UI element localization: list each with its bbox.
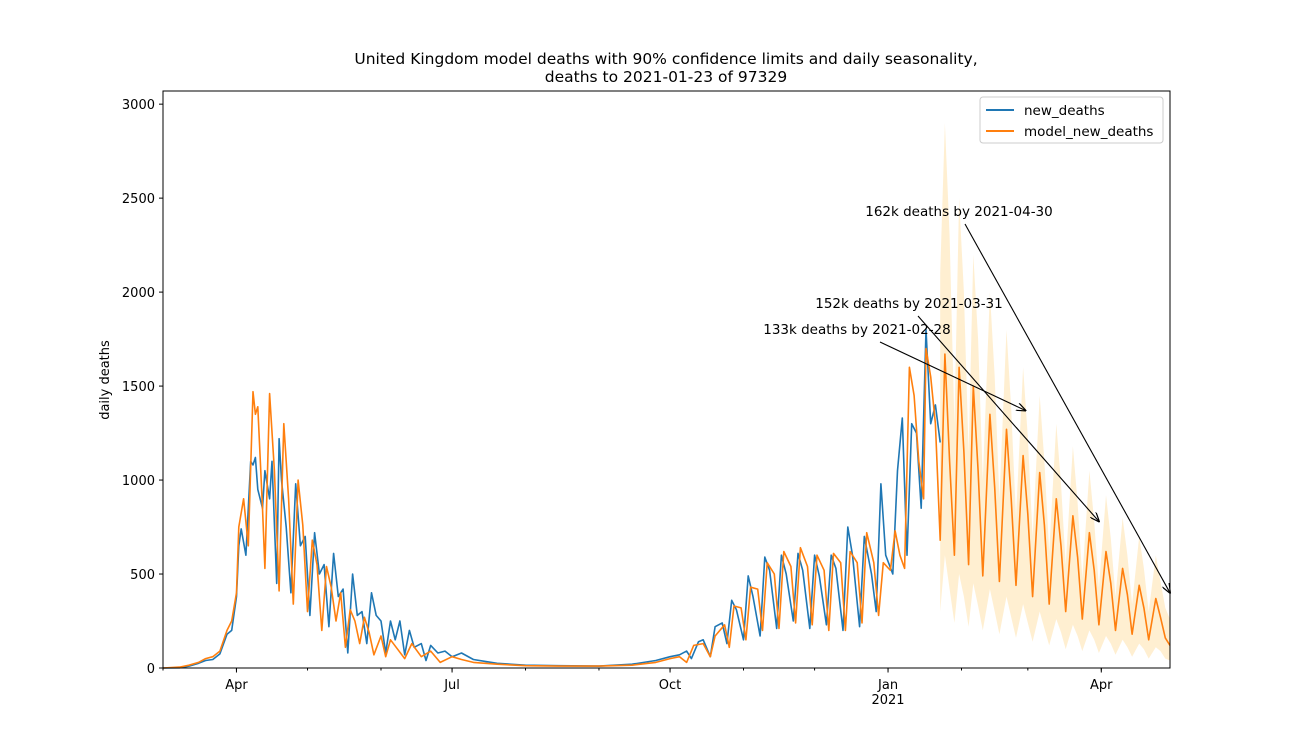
plot-frame [162, 90, 1171, 669]
legend-label-new_deaths: new_deaths [1024, 103, 1105, 119]
x-tick-sublabel: 2021 [871, 693, 904, 708]
axes: 0 500 1000 1500 2000 2500 3000 Apr Jul Oct Jan2021… [122, 90, 1171, 708]
confidence-band-layer [940, 123, 1170, 661]
legend: new_deaths model_new_deaths [979, 96, 1164, 144]
chart-title-line1: United Kingdom model deaths with 90% con… [354, 50, 977, 68]
legend-label-model_new_deaths: model_new_deaths [1024, 124, 1153, 140]
legend-box [979, 96, 1164, 144]
annotation-text: 152k deaths by 2021-03-31 [815, 296, 1003, 312]
annotation-arrow [879, 341, 1025, 411]
x-tick-label: Oct [659, 678, 681, 693]
annotation-text: 162k deaths by 2021-04-30 [865, 204, 1053, 220]
series-line-model_new_deaths [162, 347, 1171, 669]
annotation-arrow [917, 315, 1099, 521]
confidence-band [940, 123, 1170, 661]
x-tick-label: Apr [1090, 678, 1113, 693]
y-tick-label: 1000 [122, 474, 155, 489]
y-tick-label: 3000 [122, 98, 155, 113]
series-layer [162, 328, 1171, 669]
x-tick-label: Apr [225, 678, 248, 693]
series-line-new_deaths [162, 328, 941, 669]
annotations: 162k deaths by 2021-04-30 152k deaths by … [763, 204, 1170, 593]
annotation-text: 133k deaths by 2021-02-28 [763, 322, 951, 338]
y-tick-label: 1500 [122, 380, 155, 395]
y-tick-label: 0 [147, 662, 155, 677]
y-tick-label: 500 [130, 568, 155, 583]
y-axis-label: daily deaths [98, 340, 113, 420]
x-tick-label: Jan [877, 678, 898, 693]
annotation-arrow [964, 223, 1170, 593]
x-tick-label: Jul [443, 678, 460, 693]
y-tick-label: 2500 [122, 192, 155, 207]
y-tick-label: 2000 [122, 286, 155, 301]
chart-title-line2: deaths to 2021-01-23 of 97329 [545, 68, 787, 86]
